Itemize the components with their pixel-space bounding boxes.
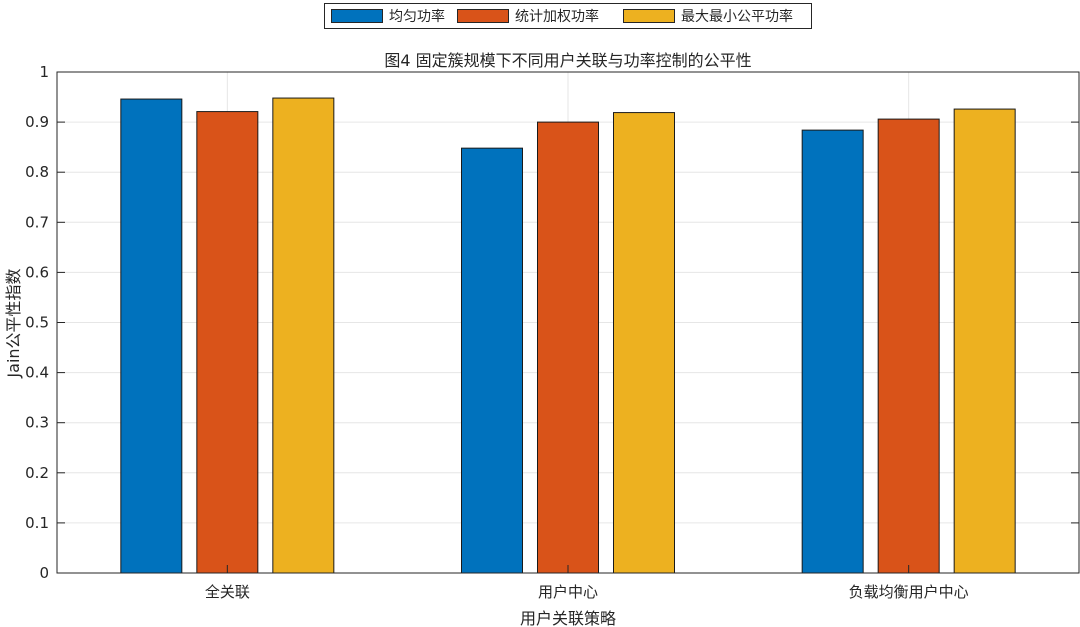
y-tick-label: 0.3	[25, 414, 49, 432]
bars	[120, 97, 1016, 574]
y-tick-label: 0	[39, 564, 49, 582]
bar	[537, 121, 599, 574]
bar	[953, 108, 1016, 574]
legend-item-uniform: 均匀功率	[331, 8, 445, 25]
y-tick-label: 0.1	[25, 514, 49, 532]
legend-swatch-uniform	[331, 9, 383, 23]
y-tick-label: 0.8	[25, 163, 49, 181]
y-tick-label: 0.2	[25, 464, 49, 482]
x-tick-label: 全关联	[205, 583, 250, 601]
bar	[196, 111, 259, 574]
y-ticks: 0 0.1 0.2 0.3 0.4 0.5 0.6 0.7 0.8 0.9 1	[25, 63, 1079, 582]
bar	[613, 112, 675, 574]
legend-label-maxmin: 最大最小公平功率	[681, 9, 793, 25]
legend-swatch-maxmin	[623, 9, 675, 23]
y-tick-label: 0.6	[25, 263, 49, 281]
chart-title: 图4 固定簇规模下不同用户关联与功率控制的公平性	[384, 51, 751, 70]
y-tick-label: 0.9	[25, 113, 49, 131]
x-tick-label: 用户中心	[538, 583, 598, 601]
x-tick-label: 负载均衡用户中心	[849, 583, 969, 601]
y-axis-label: Jain公平性指数	[4, 268, 23, 378]
bar	[120, 98, 183, 574]
x-ticks: 全关联 用户中心 负载均衡用户中心	[205, 565, 969, 601]
legend-item-maxmin: 最大最小公平功率	[623, 8, 793, 25]
legend: 均匀功率 统计加权功率 最大最小公平功率	[324, 3, 812, 29]
y-tick-label: 0.5	[25, 314, 49, 332]
y-tick-label: 0.7	[25, 213, 49, 231]
legend-swatch-weighted	[457, 9, 509, 23]
y-tick-label: 0.4	[25, 364, 49, 382]
legend-label-weighted: 统计加权功率	[515, 9, 599, 25]
bar	[272, 97, 335, 574]
y-tick-label: 1	[39, 63, 49, 81]
legend-item-weighted: 统计加权功率	[457, 8, 599, 25]
bar	[801, 129, 864, 574]
bar	[461, 147, 523, 574]
x-axis-label: 用户关联策略	[520, 609, 616, 627]
legend-label-uniform: 均匀功率	[389, 9, 445, 25]
bar	[877, 118, 940, 574]
